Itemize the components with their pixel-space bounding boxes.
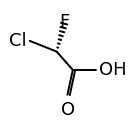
Text: F: F xyxy=(59,13,69,31)
Text: Cl: Cl xyxy=(9,32,27,50)
Text: O: O xyxy=(61,101,75,119)
Text: OH: OH xyxy=(99,61,126,79)
